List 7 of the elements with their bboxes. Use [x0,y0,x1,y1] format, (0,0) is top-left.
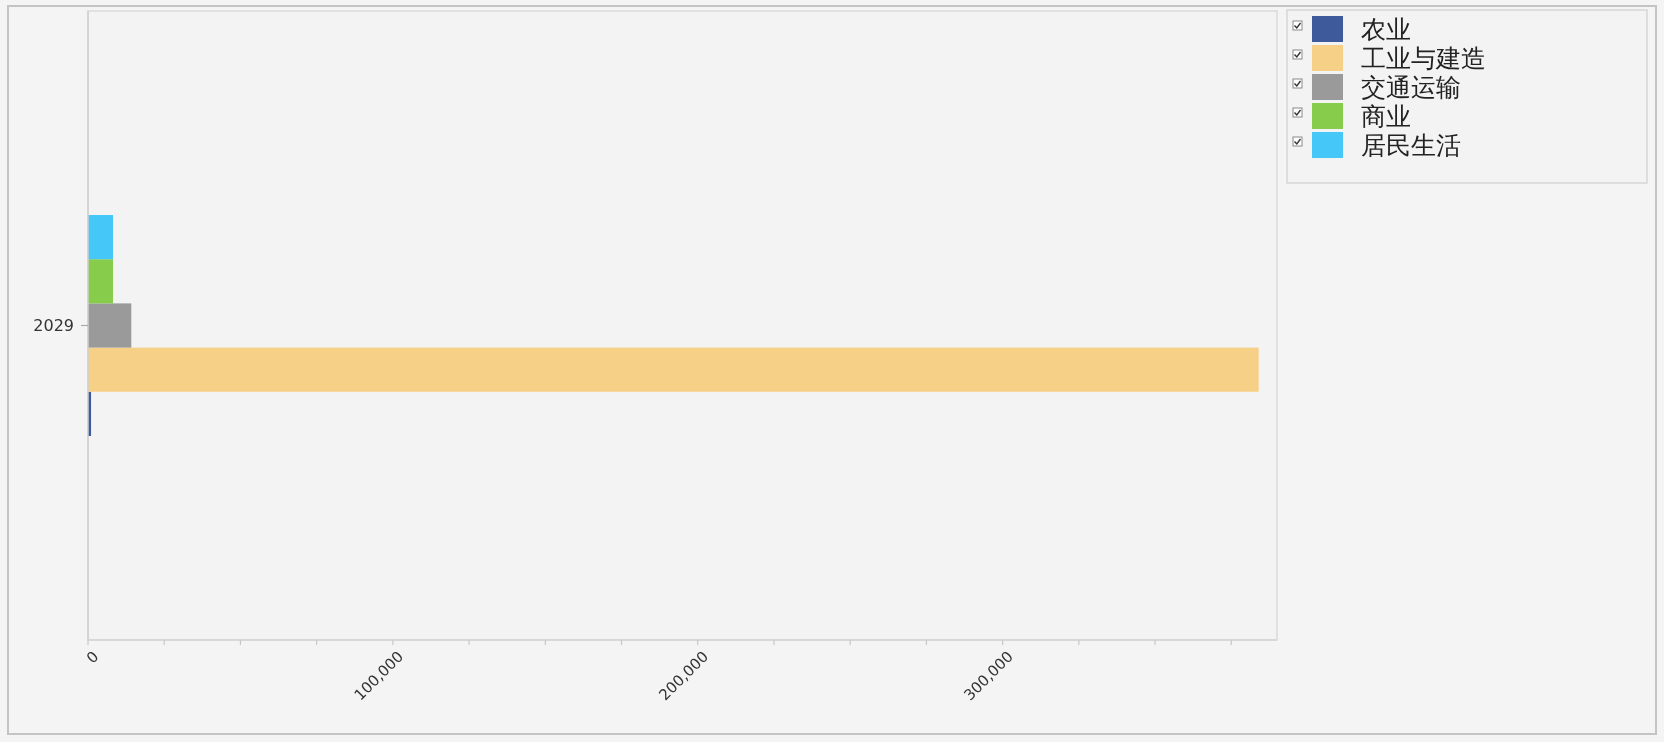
legend-label: 农业 [1361,15,1411,44]
legend-label: 交通运输 [1361,73,1461,102]
legend-label: 居民生活 [1361,131,1461,160]
x-tick-label: 0 [82,647,103,667]
y-tick-label: 2029 [33,316,74,336]
legend-label: 工业与建造 [1361,44,1486,73]
legend-label: 商业 [1361,102,1411,131]
